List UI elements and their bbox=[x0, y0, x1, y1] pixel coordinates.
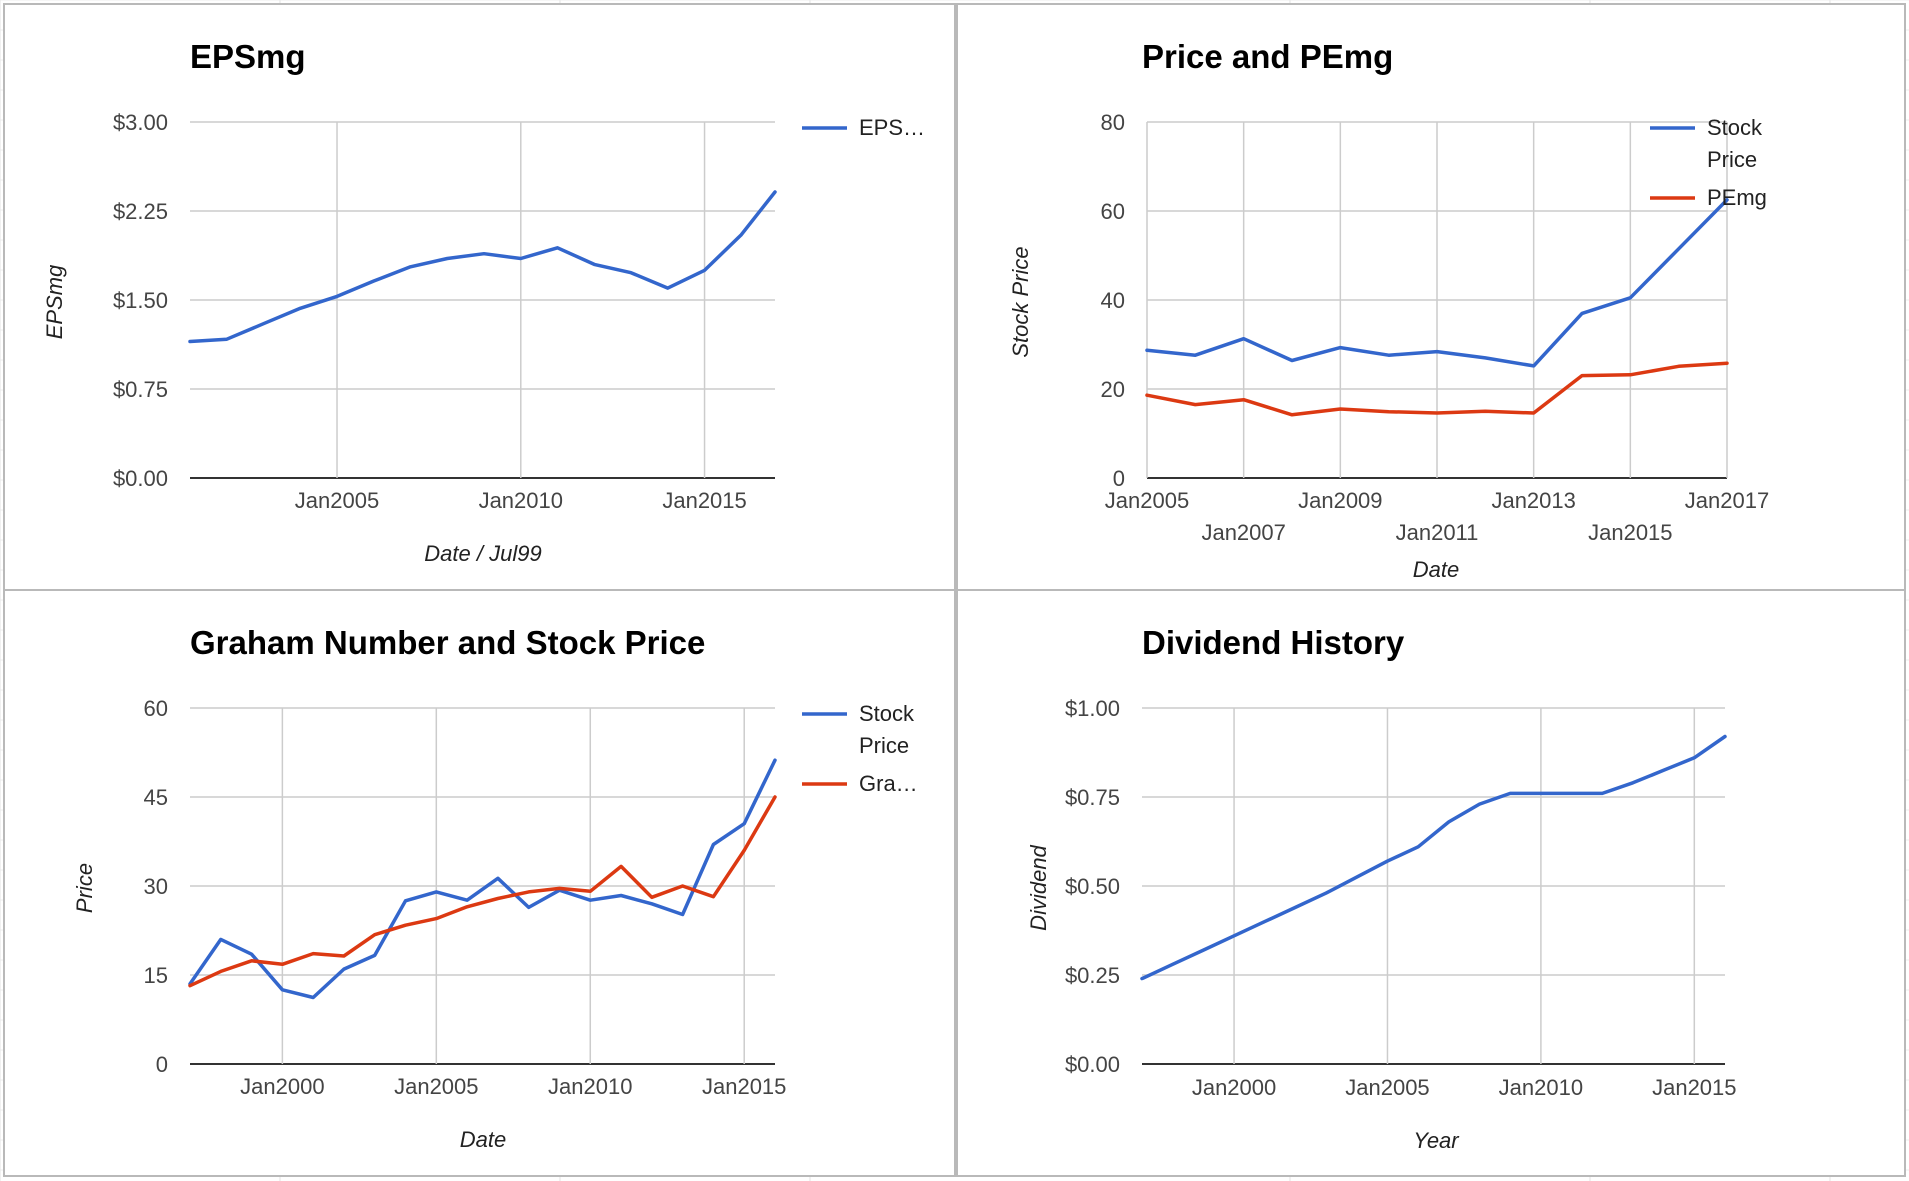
series-line-2 bbox=[188, 795, 777, 988]
y-axis-title: Stock Price bbox=[1008, 246, 1033, 357]
x-tick-label: Jan2010 bbox=[548, 1074, 632, 1099]
x-tick-label: Jan2013 bbox=[1491, 488, 1575, 513]
chart-panel-epsmg[interactable]: EPSmg $0.00 $0.75 $1.50 $2.25 $3.00 Jan2005 Jan… bbox=[3, 3, 956, 591]
x-tick-label: Jan2000 bbox=[1192, 1075, 1276, 1100]
chart-panel-price-pemg[interactable]: Price and PEmg 0 20 40 60 80 Jan2005 Jan2007 Jan… bbox=[956, 3, 1906, 591]
chart-title: Graham Number and Stock Price bbox=[190, 624, 705, 661]
legend-label: Gra… bbox=[859, 771, 918, 796]
y-tick-label: $0.75 bbox=[1065, 785, 1120, 810]
series-line-1 bbox=[188, 190, 777, 344]
y-tick-label: $0.00 bbox=[1065, 1052, 1120, 1077]
x-axis-title: Year bbox=[1413, 1128, 1460, 1153]
legend-label: Stock bbox=[859, 701, 915, 726]
chart-panel-graham-number[interactable]: Graham Number and Stock Price 0 15 30 45 60 Ja… bbox=[3, 589, 956, 1177]
x-tick-label: Jan2017 bbox=[1685, 488, 1769, 513]
legend-label: EPS… bbox=[859, 115, 925, 140]
y-tick-label: 15 bbox=[144, 963, 168, 988]
chart-title: EPSmg bbox=[190, 38, 306, 75]
y-tick-label: $1.00 bbox=[1065, 696, 1120, 721]
chart-epsmg: EPSmg $0.00 $0.75 $1.50 $2.25 $3.00 Jan2005 Jan… bbox=[42, 38, 925, 566]
y-axis-title: Price bbox=[72, 863, 97, 913]
x-tick-label: Jan2005 bbox=[394, 1074, 478, 1099]
y-tick-label: 0 bbox=[1113, 466, 1125, 491]
x-tick-label: Jan2015 bbox=[1652, 1075, 1736, 1100]
y-tick-label: $0.75 bbox=[113, 377, 168, 402]
x-tick-label: Jan2005 bbox=[1105, 488, 1189, 513]
series-line-1 bbox=[1145, 198, 1729, 368]
series-line-1 bbox=[1140, 734, 1727, 981]
y-tick-label: 80 bbox=[1101, 110, 1125, 135]
chart-graham-number: Graham Number and Stock Price 0 15 30 45 60 Ja… bbox=[72, 624, 918, 1152]
y-tick-label: 45 bbox=[144, 785, 168, 810]
y-axis-title: EPSmg bbox=[42, 264, 67, 339]
x-axis-title: Date bbox=[1413, 557, 1459, 582]
x-tick-label: Jan2015 bbox=[1588, 520, 1672, 545]
y-tick-label: $3.00 bbox=[113, 110, 168, 135]
series-line-1 bbox=[188, 758, 777, 1000]
x-axis-title: Date / Jul99 bbox=[424, 541, 541, 566]
x-tick-label: Jan2015 bbox=[662, 488, 746, 513]
x-tick-label: Jan2009 bbox=[1298, 488, 1382, 513]
y-tick-label: 60 bbox=[144, 696, 168, 721]
y-tick-label: 20 bbox=[1101, 377, 1125, 402]
chart-price-pemg: Price and PEmg 0 20 40 60 80 Jan2005 Jan2007 Jan… bbox=[1008, 38, 1769, 582]
y-tick-label: $0.00 bbox=[113, 466, 168, 491]
legend-label: Price bbox=[1707, 147, 1757, 172]
x-tick-label: Jan2005 bbox=[295, 488, 379, 513]
x-tick-label: Jan2011 bbox=[1396, 520, 1479, 545]
legend-label: Price bbox=[859, 733, 909, 758]
x-tick-label: Jan2007 bbox=[1201, 520, 1285, 545]
chart-title: Dividend History bbox=[1142, 624, 1405, 661]
series-line-2 bbox=[1145, 361, 1729, 417]
chart-panel-dividend-history[interactable]: Dividend History $0.00 $0.25 $0.50 $0.75 $1.0… bbox=[956, 589, 1906, 1177]
x-tick-label: Jan2000 bbox=[240, 1074, 324, 1099]
y-tick-label: $0.50 bbox=[1065, 874, 1120, 899]
y-axis-title: Dividend bbox=[1026, 844, 1051, 930]
x-axis-title: Date bbox=[460, 1127, 506, 1152]
y-tick-label: 40 bbox=[1101, 288, 1125, 313]
x-tick-label: Jan2010 bbox=[479, 488, 563, 513]
chart-dividend-history: Dividend History $0.00 $0.25 $0.50 $0.75 $1.0… bbox=[1026, 624, 1737, 1153]
y-tick-label: 30 bbox=[144, 874, 168, 899]
y-tick-label: $1.50 bbox=[113, 288, 168, 313]
chart-title: Price and PEmg bbox=[1142, 38, 1393, 75]
x-tick-label: Jan2005 bbox=[1345, 1075, 1429, 1100]
x-tick-label: Jan2010 bbox=[1499, 1075, 1583, 1100]
y-tick-label: $0.25 bbox=[1065, 963, 1120, 988]
y-tick-label: 60 bbox=[1101, 199, 1125, 224]
x-tick-label: Jan2015 bbox=[702, 1074, 786, 1099]
legend-label: Stock bbox=[1707, 115, 1763, 140]
y-tick-label: 0 bbox=[156, 1052, 168, 1077]
legend-label: PEmg bbox=[1707, 185, 1767, 210]
y-tick-label: $2.25 bbox=[113, 199, 168, 224]
